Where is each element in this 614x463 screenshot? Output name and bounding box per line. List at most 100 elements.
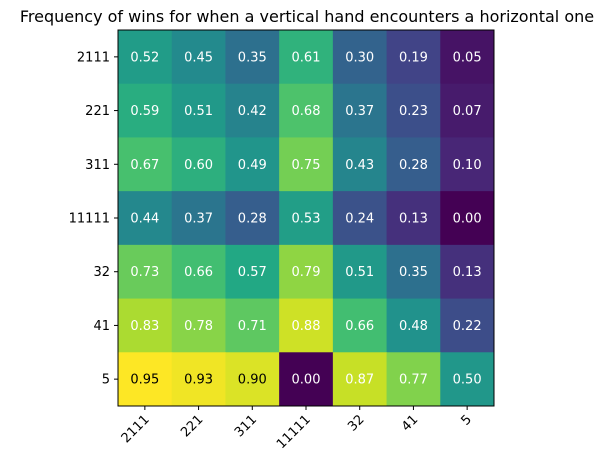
heatmap-cell [279,244,334,300]
cell-value-label: 0.73 [130,265,159,280]
cell-value-label: 0.95 [130,373,159,388]
x-tick-label: 5 [459,412,475,428]
heatmap-cell [440,83,495,138]
heatmap-cell [332,298,388,353]
cell-value-label: 0.42 [238,104,267,119]
cell-value-label: 0.45 [184,50,213,65]
y-tick-label: 41 [93,319,110,334]
cell-value-label: 0.07 [453,104,482,119]
y-tick-label: 11111 [69,212,110,227]
heatmap-cell [225,191,280,246]
x-tick-label: 2111 [119,412,153,446]
cell-value-label: 0.23 [399,104,428,119]
chart-title: Frequency of wins for when a vertical ha… [20,7,594,26]
heatmap-cell [440,298,495,353]
cell-value-label: 0.10 [453,158,482,173]
cell-value-label: 0.75 [292,158,321,173]
cell-value-label: 0.87 [345,373,374,388]
heatmap-cell [171,191,226,246]
heatmap-cell [171,83,226,138]
heatmap-cell [118,83,173,138]
cell-value-label: 0.13 [453,265,482,280]
cell-value-label: 0.19 [399,50,428,65]
heatmap-cell [279,137,334,192]
heatmap-cell [332,137,388,192]
heatmap-cell [386,298,441,353]
heatmap-cell [118,244,173,300]
cell-value-label: 0.61 [292,50,321,65]
cell-value-label: 0.35 [399,265,428,280]
cell-value-label: 0.00 [292,373,321,388]
y-tick-label: 311 [85,158,110,173]
heatmap-cell [386,244,441,300]
x-tick-label: 41 [399,412,421,434]
heatmap-cell [440,352,495,407]
heatmap-cell [225,298,280,353]
heatmap-cell [225,83,280,138]
cell-value-label: 0.22 [453,319,482,334]
cell-value-label: 0.37 [184,212,213,227]
heatmap-cell [225,352,280,407]
heatmap-cell [386,83,441,138]
cell-value-label: 0.44 [130,212,159,227]
heatmap-cell [440,137,495,192]
cell-value-label: 0.57 [238,265,267,280]
cell-value-label: 0.48 [399,319,428,334]
cell-value-label: 0.51 [345,265,374,280]
cell-value-label: 0.68 [292,104,321,119]
cell-value-label: 0.78 [184,319,213,334]
heatmap-cell [171,30,226,85]
heatmap-cell [386,137,441,192]
heatmap-cell [440,30,495,85]
x-tick-label: 311 [232,412,260,440]
cell-value-label: 0.28 [399,158,428,173]
cell-value-label: 0.13 [399,212,428,227]
cell-value-label: 0.43 [345,158,374,173]
y-tick-label: 32 [93,265,110,280]
cell-value-label: 0.66 [184,265,213,280]
cell-value-label: 0.05 [453,50,482,65]
heatmap-cell [332,352,388,407]
heatmap-cell [279,191,334,246]
heatmap-cell [225,244,280,300]
cell-value-label: 0.51 [184,104,213,119]
heatmap-cell [171,244,226,300]
heatmap-cell [118,137,173,192]
cell-value-label: 0.49 [238,158,267,173]
heatmap-cell [332,30,388,85]
heatmap-cell [332,83,388,138]
heatmap-cell [118,191,173,246]
cell-value-label: 0.59 [130,104,159,119]
y-tick-label: 221 [85,104,110,119]
x-tick-label: 11111 [274,412,314,452]
y-tick-label: 5 [102,373,110,388]
cell-value-label: 0.66 [345,319,374,334]
cell-value-label: 0.28 [238,212,267,227]
cell-value-label: 0.90 [238,373,267,388]
cell-value-label: 0.50 [453,373,482,388]
heatmap-cell [279,30,334,85]
heatmap-cell [332,244,388,300]
heatmap-cell [386,352,441,407]
heatmap-cell [171,352,226,407]
cell-value-label: 0.88 [292,319,321,334]
heatmap-cell [332,191,388,246]
heatmap-cell [386,191,441,246]
heatmap-cell [225,137,280,192]
cell-value-label: 0.71 [238,319,267,334]
heatmap-cells: 0.52 0.45 0.35 0.61 0.30 0.19 0.05 0.59 0.51 0.42… [118,30,495,407]
cell-value-label: 0.00 [453,212,482,227]
heatmap-cell [171,137,226,192]
cell-value-label: 0.52 [130,50,159,65]
heatmap-cell [440,244,495,300]
cell-value-label: 0.60 [184,158,213,173]
heatmap-cell [386,30,441,85]
cell-value-label: 0.53 [292,212,321,227]
heatmap-cell [118,352,173,407]
heatmap-cell [171,298,226,353]
heatmap-cell [279,352,334,407]
heatmap-cell [118,298,173,353]
cell-value-label: 0.67 [130,158,159,173]
heatmap-cell [279,298,334,353]
